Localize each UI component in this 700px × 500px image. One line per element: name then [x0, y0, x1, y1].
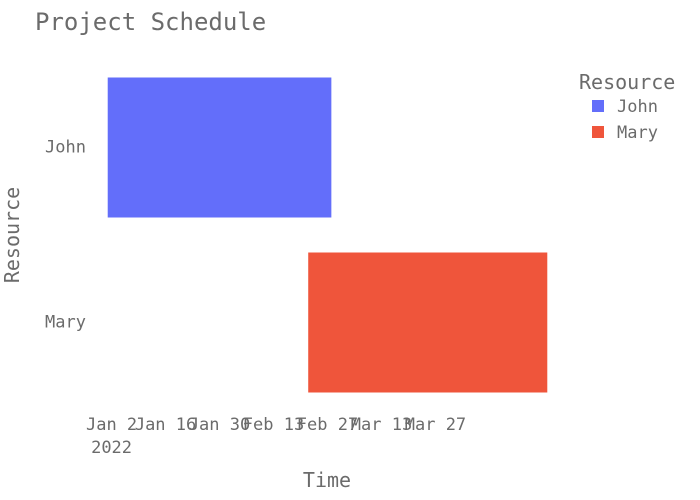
x-tick-label: Mar 27 — [405, 415, 466, 435]
y-tick-label-john: John — [45, 138, 86, 158]
legend-label-mary[interactable]: Mary — [617, 123, 658, 143]
bar-john[interactable] — [107, 77, 332, 218]
x-tick-label: Feb 27 — [297, 415, 358, 435]
x-tick-label: Jan 2 — [86, 415, 137, 435]
legend: Resource John Mary — [579, 70, 675, 143]
legend-label-john[interactable]: John — [617, 97, 658, 117]
bars-layer — [107, 77, 548, 393]
bar-mary[interactable] — [308, 252, 548, 393]
x-tick-label: Mar 13 — [351, 415, 412, 435]
chart-title: Project Schedule — [35, 8, 266, 36]
x-tick-label: Jan 16 — [135, 415, 196, 435]
y-axis-title: Resource — [0, 187, 24, 283]
x-axis-title: Time — [303, 468, 351, 492]
legend-swatch-john[interactable] — [592, 100, 604, 112]
x-tick-label: Jan 30 — [189, 415, 250, 435]
y-tick-labels: John Mary — [45, 138, 86, 333]
legend-swatch-mary[interactable] — [592, 126, 604, 138]
x-tick-label: Feb 13 — [243, 415, 304, 435]
legend-title: Resource — [579, 70, 675, 94]
y-tick-label-mary: Mary — [45, 313, 86, 333]
legend-items: John Mary — [592, 97, 658, 143]
x-tick-sublabel: 2022 — [91, 438, 132, 458]
